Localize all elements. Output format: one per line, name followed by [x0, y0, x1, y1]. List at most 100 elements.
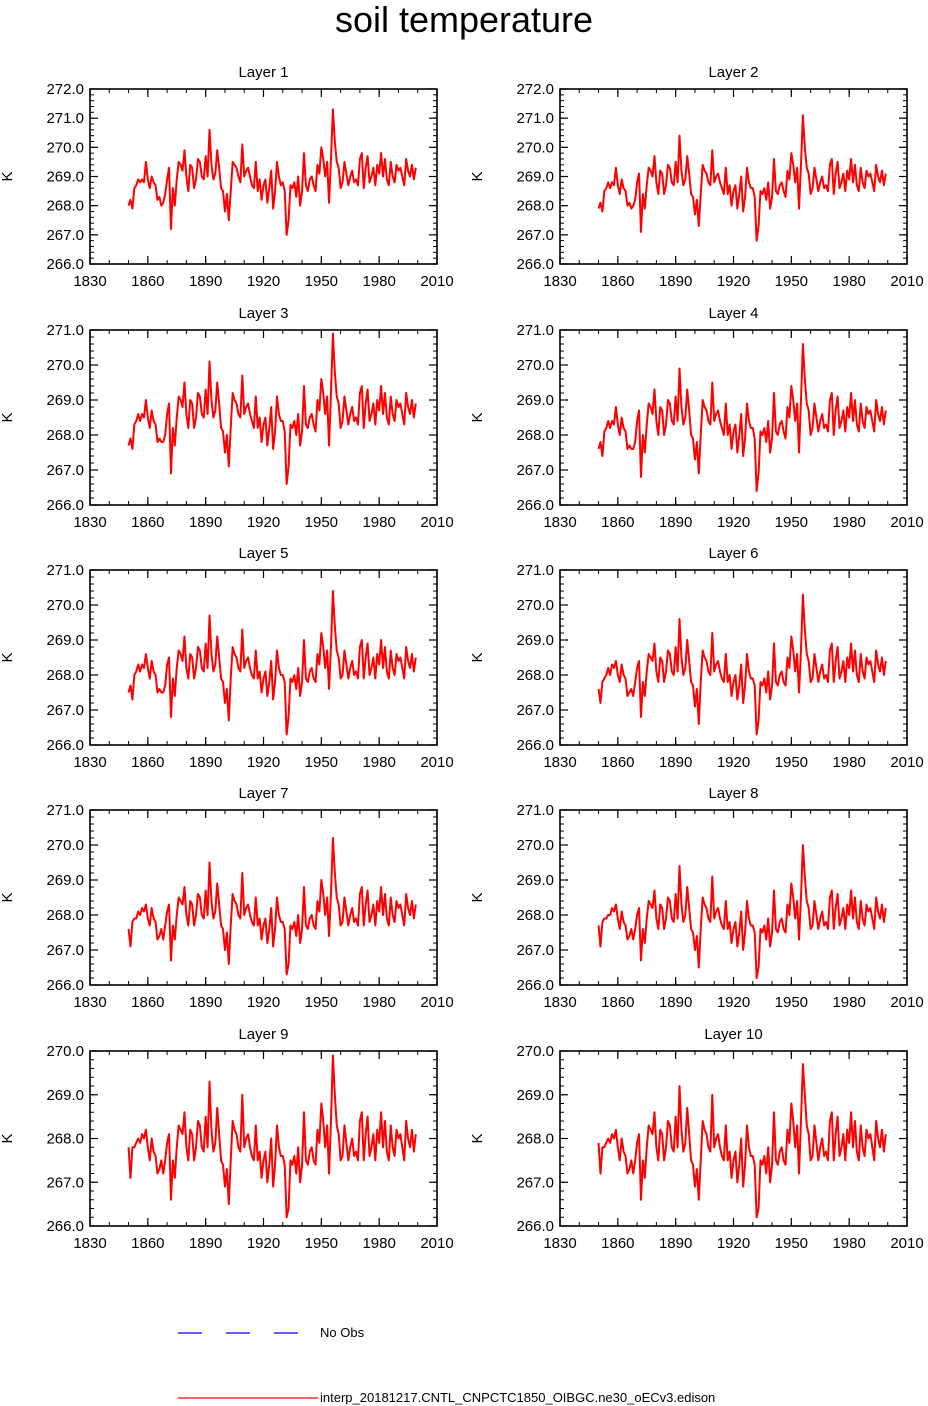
series-line	[597, 343, 887, 492]
panel-title: Layer 3	[238, 305, 288, 322]
y-tick-label: 271.0	[46, 322, 84, 339]
y-tick-label: 268.0	[516, 427, 554, 444]
y-tick-label: 267.0	[46, 227, 84, 244]
y-tick-label: 270.0	[46, 597, 84, 614]
legend-obs-line	[178, 1332, 318, 1334]
y-tick-label: 267.0	[46, 1174, 84, 1191]
x-tick-label: 1980	[362, 273, 395, 290]
x-tick-label: 1980	[362, 1235, 395, 1252]
x-tick-label: 2010	[890, 1235, 923, 1252]
x-tick-label: 1830	[73, 273, 106, 290]
panel-title: Layer 9	[238, 1026, 288, 1043]
series-line	[597, 1063, 887, 1219]
y-tick-label: 268.0	[46, 667, 84, 684]
x-tick-label: 1860	[601, 273, 634, 290]
x-tick-label: 1920	[717, 514, 750, 531]
y-tick-label: 266.0	[516, 977, 554, 994]
y-tick-label: 269.0	[46, 872, 84, 889]
panel-6: Layer 6 K 1830 1860 1890 1920 1950 1980 2010 266.…	[469, 545, 924, 771]
x-tick-label: 1830	[543, 754, 576, 771]
x-tick-label: 1830	[73, 514, 106, 531]
y-tick-label: 269.0	[46, 392, 84, 409]
x-tick-label: 2010	[890, 514, 923, 531]
y-tick-label: 270.0	[516, 597, 554, 614]
x-tick-label: 1890	[659, 754, 692, 771]
panel-title: Layer 5	[238, 545, 288, 562]
y-axis-label: K	[0, 1133, 16, 1143]
x-tick-label: 1920	[247, 273, 280, 290]
y-tick-label: 266.0	[516, 1218, 554, 1235]
y-tick-label: 266.0	[46, 737, 84, 754]
x-tick-label: 1860	[131, 754, 164, 771]
panel-title: Layer 10	[704, 1026, 762, 1043]
y-tick-label: 272.0	[516, 81, 554, 98]
y-tick-label: 267.0	[516, 227, 554, 244]
x-tick-label: 1860	[131, 514, 164, 531]
y-axis-label: K	[469, 652, 486, 662]
series-line	[127, 590, 417, 736]
y-tick-label: 269.0	[46, 169, 84, 186]
x-tick-label: 1920	[247, 994, 280, 1011]
x-tick-label: 1860	[601, 754, 634, 771]
series-line	[597, 593, 887, 736]
x-tick-label: 1830	[543, 1235, 576, 1252]
x-tick-label: 1890	[189, 754, 222, 771]
legend-obs-label: No Obs	[320, 1325, 365, 1340]
x-tick-label: 1980	[362, 754, 395, 771]
panel-8: Layer 8 K 1830 1860 1890 1920 1950 1980 2010 266.…	[469, 785, 924, 1011]
x-tick-label: 1920	[717, 754, 750, 771]
series-line	[127, 1054, 417, 1219]
series-line	[127, 332, 417, 485]
panel-title: Layer 2	[708, 64, 758, 81]
y-tick-label: 270.0	[516, 357, 554, 374]
y-tick-label: 267.0	[46, 702, 84, 719]
y-tick-label: 271.0	[46, 110, 84, 127]
x-tick-label: 1890	[659, 273, 692, 290]
y-axis-label: K	[469, 1133, 486, 1143]
x-tick-label: 1830	[543, 514, 576, 531]
x-tick-label: 1980	[832, 994, 865, 1011]
y-tick-label: 267.0	[516, 462, 554, 479]
x-tick-label: 2010	[890, 273, 923, 290]
x-tick-label: 1890	[189, 1235, 222, 1252]
x-tick-label: 1950	[305, 1235, 338, 1252]
x-tick-label: 1890	[189, 273, 222, 290]
figure-title: soil temperature	[334, 0, 594, 40]
y-tick-label: 266.0	[516, 256, 554, 273]
panel-title: Layer 4	[708, 305, 758, 322]
x-tick-label: 1860	[131, 273, 164, 290]
y-tick-label: 268.0	[516, 667, 554, 684]
y-axis-label: K	[0, 171, 16, 181]
x-tick-label: 1890	[659, 994, 692, 1011]
panel-5: Layer 5 K 1830 1860 1890 1920 1950 1980 2010 266.…	[0, 545, 454, 771]
x-tick-label: 1950	[775, 273, 808, 290]
y-tick-label: 269.0	[516, 632, 554, 649]
y-tick-label: 268.0	[46, 427, 84, 444]
y-tick-label: 266.0	[516, 737, 554, 754]
panel-3: Layer 3 K 1830 1860 1890 1920 1950 1980 2010 266.…	[0, 305, 454, 531]
y-tick-label: 270.0	[46, 837, 84, 854]
panel-10: Layer 10 K 1830 1860 1890 1920 1950 1980 2010 266…	[469, 1026, 924, 1252]
panel-1: Layer 1 K 1830 1860 1890 1920 1950 1980 2010 266.…	[0, 64, 454, 290]
y-tick-label: 270.0	[46, 139, 84, 156]
x-tick-label: 1860	[601, 514, 634, 531]
y-tick-label: 268.0	[516, 198, 554, 215]
x-tick-label: 1920	[247, 514, 280, 531]
y-tick-label: 270.0	[516, 1043, 554, 1060]
y-tick-label: 266.0	[46, 256, 84, 273]
x-tick-label: 1980	[832, 514, 865, 531]
y-axis-label: K	[0, 892, 16, 902]
y-axis-label: K	[0, 652, 16, 662]
x-tick-label: 1860	[131, 994, 164, 1011]
x-tick-label: 1920	[717, 994, 750, 1011]
series-line	[127, 837, 417, 976]
y-tick-label: 268.0	[46, 1131, 84, 1148]
y-tick-label: 268.0	[516, 907, 554, 924]
panel-title: Layer 6	[708, 545, 758, 562]
x-tick-label: 1980	[362, 514, 395, 531]
panel-7: Layer 7 K 1830 1860 1890 1920 1950 1980 2010 266.…	[0, 785, 454, 1011]
y-tick-label: 266.0	[46, 977, 84, 994]
panel-4: Layer 4 K 1830 1860 1890 1920 1950 1980 2010 266.…	[469, 305, 924, 531]
panel-9: Layer 9 K 1830 1860 1890 1920 1950 1980 2010 266.…	[0, 1026, 454, 1252]
y-tick-label: 266.0	[46, 497, 84, 514]
